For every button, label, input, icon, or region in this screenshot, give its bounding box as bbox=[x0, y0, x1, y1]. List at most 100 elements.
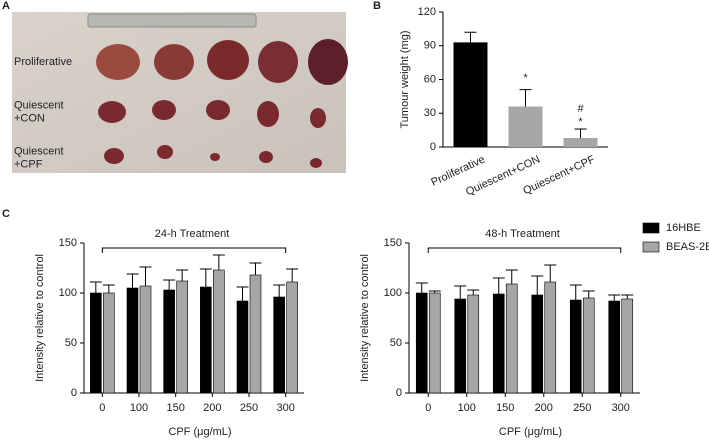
x-tick-label: 200 bbox=[535, 402, 553, 414]
row-label: Quiescent +CPF bbox=[14, 145, 64, 170]
bar bbox=[176, 280, 188, 394]
y-tick-label: 90 bbox=[424, 40, 436, 52]
bar bbox=[415, 292, 428, 394]
bar bbox=[126, 287, 139, 394]
bar bbox=[582, 297, 595, 394]
y-axis-label: Intensity relative to control bbox=[34, 254, 46, 382]
bar bbox=[249, 274, 262, 394]
bar bbox=[569, 299, 582, 394]
x-axis-label: CPF (μg/mL) bbox=[499, 426, 562, 438]
error-bar bbox=[492, 277, 505, 294]
legend-swatch bbox=[642, 222, 660, 234]
x-tick-label: 0 bbox=[425, 402, 431, 414]
error-bar bbox=[608, 294, 621, 301]
error-bar bbox=[505, 269, 518, 284]
y-tick-label: 120 bbox=[418, 6, 436, 18]
x-tick-label: 300 bbox=[612, 402, 630, 414]
chart-title: 24-h Treatment bbox=[155, 228, 230, 240]
error-bar bbox=[199, 268, 212, 287]
legend-label: 16HBE bbox=[666, 222, 701, 234]
bar bbox=[505, 283, 518, 394]
y-tick-label: 60 bbox=[424, 73, 436, 85]
y-tick-label: 100 bbox=[384, 287, 402, 299]
bar bbox=[453, 42, 488, 147]
bar bbox=[200, 286, 212, 394]
error-bar bbox=[286, 268, 299, 282]
ruler bbox=[87, 13, 257, 28]
error-bar bbox=[574, 128, 587, 138]
x-tick-label: 300 bbox=[276, 402, 294, 414]
bar bbox=[563, 138, 598, 147]
bar bbox=[467, 294, 480, 394]
error-bar bbox=[102, 284, 115, 293]
error-bar bbox=[428, 290, 441, 293]
bar bbox=[286, 281, 298, 394]
y-tick-label: 0 bbox=[430, 141, 436, 153]
error-bar bbox=[89, 281, 102, 293]
error-bar bbox=[454, 285, 467, 299]
x-tick-label: 100 bbox=[458, 402, 476, 414]
y-tick-label: 0 bbox=[71, 387, 77, 399]
bar bbox=[544, 281, 557, 394]
panel-label: C bbox=[2, 208, 10, 220]
y-axis-label: Tumour weight (mg) bbox=[399, 30, 411, 128]
annotation: # bbox=[577, 103, 584, 115]
annotation: * bbox=[578, 116, 583, 128]
error-bar bbox=[415, 282, 428, 293]
legend-swatch bbox=[642, 241, 660, 253]
error-bar bbox=[621, 294, 634, 299]
chart-title: 48-h Treatment bbox=[485, 228, 560, 240]
bar bbox=[608, 300, 621, 394]
x-tick-label: 0 bbox=[99, 402, 105, 414]
annotation: * bbox=[523, 72, 528, 84]
error-bar bbox=[519, 89, 532, 107]
error-bar bbox=[467, 289, 480, 295]
bar bbox=[103, 292, 115, 394]
bar bbox=[273, 296, 285, 394]
y-tick-label: 50 bbox=[390, 337, 402, 349]
error-bar bbox=[126, 273, 139, 288]
bar bbox=[163, 289, 175, 394]
error-bar bbox=[139, 266, 152, 286]
error-bar bbox=[544, 264, 557, 282]
bar bbox=[621, 298, 634, 394]
y-tick-label: 50 bbox=[65, 337, 77, 349]
bar bbox=[508, 106, 543, 147]
tumours bbox=[96, 39, 348, 168]
y-tick-label: 150 bbox=[384, 237, 402, 249]
x-tick-label: 250 bbox=[240, 402, 258, 414]
error-bar bbox=[582, 290, 595, 298]
bracket bbox=[427, 247, 622, 253]
bar bbox=[139, 285, 152, 394]
error-bar bbox=[531, 275, 544, 295]
error-bar bbox=[273, 284, 286, 297]
y-tick-label: 30 bbox=[424, 107, 436, 119]
bracket bbox=[101, 247, 287, 253]
error-bar bbox=[163, 279, 176, 290]
y-tick-label: 100 bbox=[59, 287, 77, 299]
y-axis-label: Intensity relative to control bbox=[359, 254, 371, 382]
y-tick-label: 150 bbox=[59, 237, 77, 249]
x-tick-label: 150 bbox=[496, 402, 514, 414]
bar bbox=[90, 292, 102, 394]
error-bar bbox=[236, 286, 249, 301]
x-tick-label: 250 bbox=[573, 402, 591, 414]
legend-label: BEAS-2B bbox=[666, 241, 709, 253]
bar bbox=[454, 298, 467, 394]
bar bbox=[236, 300, 249, 394]
error-bar bbox=[569, 284, 582, 300]
bar bbox=[213, 269, 225, 394]
error-bar bbox=[249, 262, 262, 275]
bar bbox=[531, 294, 544, 394]
error-bar bbox=[212, 254, 225, 270]
row-label: Quiescent +CON bbox=[14, 99, 64, 124]
x-axis-label: CPF (μg/mL) bbox=[168, 426, 231, 438]
error-bar bbox=[464, 31, 477, 43]
error-bar bbox=[176, 269, 189, 281]
bar bbox=[428, 292, 441, 394]
x-tick-label: 100 bbox=[130, 402, 148, 414]
y-tick-label: 0 bbox=[396, 387, 402, 399]
x-tick-label: 200 bbox=[203, 402, 221, 414]
bar bbox=[492, 293, 505, 394]
